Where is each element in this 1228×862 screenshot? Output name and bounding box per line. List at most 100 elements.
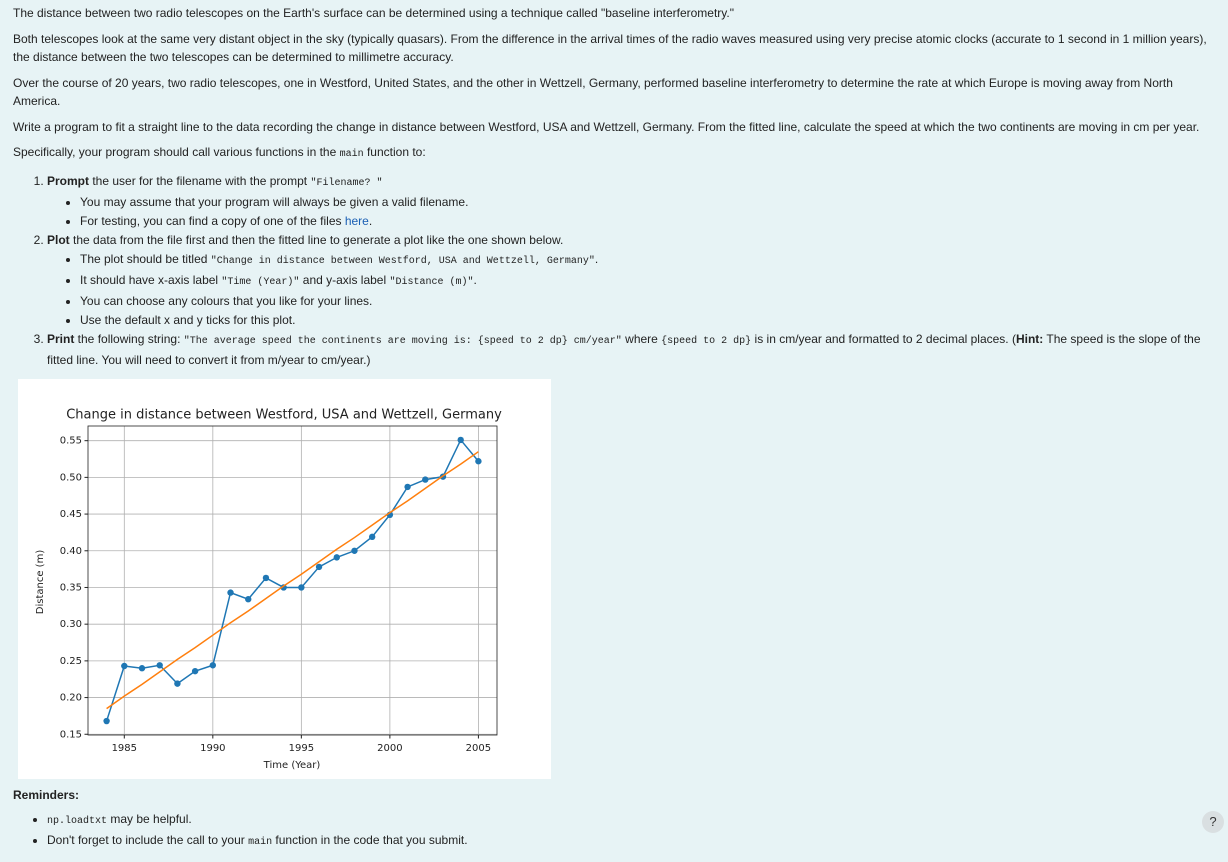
list-item: For testing, you can find a copy of one …: [80, 212, 1213, 231]
data-point: [138, 664, 146, 671]
inline-code: main: [248, 836, 273, 848]
y-tick-label: 0.35: [60, 582, 82, 593]
text: Write a program to fit a straight line t…: [13, 119, 1200, 134]
y-tick-label: 0.40: [60, 545, 82, 556]
y-axis-label: Distance (m): [35, 549, 46, 614]
chart-title: Change in distance between Westford, USA…: [66, 407, 502, 422]
text: Over the course of 20 years, two radio t…: [13, 75, 1173, 109]
data-point: [174, 679, 181, 687]
text: may be helpful.: [107, 811, 192, 826]
text: .: [594, 251, 599, 266]
paragraph: Both telescopes look at the same very di…: [13, 30, 1213, 67]
text: For testing, you can find a copy of one …: [80, 213, 345, 228]
bold-text: Plot: [47, 232, 70, 247]
y-tick-label: 0.50: [60, 472, 82, 483]
data-point: [333, 553, 340, 561]
y-tick-label: 0.20: [60, 692, 82, 703]
steps: Prompt the user for the filename with th…: [13, 172, 1213, 370]
text: Specifically, your program should call v…: [13, 145, 340, 159]
bullet-list: The plot should be titled "Change in dis…: [47, 250, 1213, 330]
data-point: [262, 574, 270, 581]
text: It should have x-axis label: [80, 272, 222, 287]
plot-frame: [87, 425, 498, 735]
data-point: [368, 533, 376, 540]
list-item: You can choose any colours that you like…: [80, 292, 1213, 311]
reminders-title: Reminders:: [13, 787, 80, 802]
text: where: [621, 331, 662, 346]
x-tick-label: 2005: [466, 743, 491, 754]
data-point: [280, 583, 287, 591]
y-tick-label: 0.25: [60, 655, 82, 666]
bold-text: Hint:: [1015, 331, 1044, 346]
text: function to:: [363, 145, 426, 159]
data-point: [121, 662, 128, 669]
text: .: [368, 213, 373, 228]
data-point: [103, 717, 110, 724]
y-tick-label: 0.15: [60, 729, 82, 740]
x-tick-label: 2000: [377, 743, 402, 754]
data-point: [245, 595, 252, 602]
data-point: [227, 588, 234, 596]
bold-text: Prompt: [47, 173, 89, 188]
paragraph: Write a program to fit a straight line t…: [13, 118, 1213, 137]
text: Don't forget to include the call to your: [47, 832, 249, 847]
data-point: [475, 457, 482, 464]
data-point: [298, 583, 305, 591]
list-item: Don't forget to include the call to your…: [47, 831, 1213, 852]
document: The distance between two radio telescope…: [13, 4, 1213, 852]
series-line: [105, 438, 479, 721]
step: Plot the data from the file first and th…: [47, 231, 1213, 330]
series-line: [106, 450, 479, 709]
chart-box: Change in distance between Westford, USA…: [18, 378, 551, 779]
text: the following string:: [74, 331, 184, 346]
text: You may assume that your program will al…: [80, 194, 469, 209]
paragraph: Specifically, your program should call v…: [13, 143, 1213, 165]
y-tick-label: 0.30: [60, 619, 82, 630]
text: the user for the filename with the promp…: [89, 173, 311, 188]
inline-code: "Filename? ": [310, 177, 383, 189]
text: is in cm/year and formatted to 2 decimal…: [751, 331, 1016, 346]
list-item: np.loadtxt may be helpful.: [47, 810, 1213, 831]
inline-code: np.loadtxt: [47, 815, 108, 827]
x-tick-label: 1995: [289, 743, 314, 754]
inline-code: "Distance (m)": [389, 276, 474, 288]
step: Print the following string: "The average…: [47, 330, 1213, 370]
inline-code: main: [339, 149, 364, 160]
data-point: [156, 661, 163, 668]
y-tick-label: 0.45: [60, 509, 82, 520]
list-item: You may assume that your program will al…: [80, 193, 1213, 212]
paragraph: Over the course of 20 years, two radio t…: [13, 74, 1213, 111]
text: the data from the file first and then th…: [69, 232, 564, 247]
x-tick-label: 1990: [200, 743, 225, 754]
data-point: [191, 667, 199, 674]
data-point: [422, 475, 429, 483]
inline-code: "Change in distance between Westford, US…: [210, 255, 595, 267]
y-tick-label: 0.55: [60, 435, 82, 446]
inline-code: "The average speed the continents are mo…: [183, 335, 622, 347]
list-item: The plot should be titled "Change in dis…: [80, 250, 1213, 271]
list-item: Use the default x and y ticks for this p…: [80, 311, 1213, 330]
text: The plot should be titled: [80, 251, 211, 266]
step: Prompt the user for the filename with th…: [47, 172, 1213, 231]
bullet-list: You may assume that your program will al…: [47, 193, 1213, 231]
inline-code: "Time (Year)": [221, 276, 300, 288]
data-point: [457, 436, 464, 443]
text: The speed is the slope of the fitted lin…: [47, 331, 1201, 367]
chart: Change in distance between Westford, USA…: [35, 407, 502, 771]
x-tick-label: 1985: [112, 743, 137, 754]
data-point: [315, 563, 323, 570]
text: function in the code that you submit.: [272, 832, 468, 847]
text: Both telescopes look at the same very di…: [13, 31, 1207, 65]
paragraph: The distance between two radio telescope…: [13, 4, 1213, 23]
help-button[interactable]: ?: [1202, 811, 1224, 833]
file-link[interactable]: here: [344, 213, 369, 228]
reminders: np.loadtxt may be helpful. Don't forget …: [13, 810, 1213, 852]
list-item: It should have x-axis label "Time (Year)…: [80, 271, 1213, 292]
data-point: [209, 661, 217, 668]
text: .: [473, 272, 477, 287]
text: You can choose any colours that you like…: [80, 293, 373, 308]
text: Use the default x and y ticks for this p…: [80, 312, 296, 327]
inline-code: {speed to 2 dp}: [661, 335, 752, 347]
x-axis-label: Time (Year): [263, 760, 321, 771]
